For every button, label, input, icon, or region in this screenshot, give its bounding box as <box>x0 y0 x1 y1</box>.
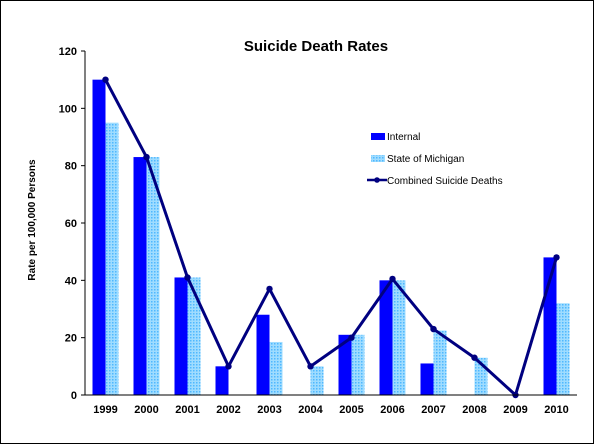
x-tick-label: 2002 <box>216 404 240 416</box>
legend-label-combined: Combined Suicide Deaths <box>387 176 503 187</box>
x-tick-label: 2008 <box>462 404 486 416</box>
legend: Internal State of Michigan Combined Suic… <box>367 132 503 187</box>
x-tick-label: 2004 <box>298 404 323 416</box>
x-tick-label: 2000 <box>134 404 158 416</box>
combined-deaths-point <box>389 275 396 283</box>
legend-marker-combined <box>374 177 380 183</box>
x-tick-label: 2005 <box>339 404 363 416</box>
bar-internal <box>174 277 188 395</box>
bar-state-of-michigan <box>392 280 406 395</box>
bar-state-of-michigan <box>269 341 283 395</box>
y-tick-label: 0 <box>71 390 77 402</box>
x-tick-label: 1999 <box>93 404 117 416</box>
bar-state-of-michigan <box>556 303 570 395</box>
combined-deaths-point <box>430 325 437 333</box>
combined-deaths-point <box>225 363 232 370</box>
y-tick-label: 40 <box>65 275 77 287</box>
combined-deaths-point <box>307 363 314 370</box>
x-tick-label: 2001 <box>175 404 199 416</box>
combined-deaths-point <box>471 354 478 361</box>
y-axis-label: Rate per 100,000 Persons <box>27 159 38 281</box>
y-tick-label: 80 <box>65 161 77 173</box>
bar-internal <box>420 363 434 395</box>
bar-internal <box>379 280 393 395</box>
x-tick-label: 2009 <box>503 404 527 416</box>
y-tick-label: 60 <box>65 218 77 230</box>
x-tick-label: 2006 <box>380 404 404 416</box>
y-tick-label: 20 <box>65 333 77 345</box>
x-tick-label: 2010 <box>544 404 568 416</box>
combined-deaths-point <box>184 274 191 281</box>
x-tick-label: 2007 <box>421 404 445 416</box>
bar-state-of-michigan <box>433 330 447 395</box>
combined-deaths-point <box>553 254 560 261</box>
chart-title: Suicide Death Rates <box>244 38 388 55</box>
bar-internal <box>92 79 106 396</box>
bar-internal <box>133 157 147 395</box>
bar-state-of-michigan <box>187 277 201 395</box>
x-tick-label: 2003 <box>257 404 281 416</box>
combined-line-group <box>102 76 560 399</box>
bar-internal <box>338 334 352 395</box>
combined-deaths-point <box>143 153 150 161</box>
combined-deaths-point <box>102 76 109 83</box>
bar-internal <box>256 314 270 395</box>
legend-label-internal: Internal <box>387 132 420 143</box>
y-tick-label: 120 <box>59 46 77 58</box>
bar-state-of-michigan <box>351 334 365 395</box>
bar-state-of-michigan <box>310 366 324 395</box>
combined-deaths-point <box>348 334 355 341</box>
bar-state-of-michigan <box>146 157 160 395</box>
y-ticks-group: 0 20 40 60 80 100 120 <box>59 46 85 402</box>
legend-swatch-internal <box>371 133 385 140</box>
bars-group <box>92 79 570 396</box>
bar-state-of-michigan <box>105 122 119 396</box>
y-tick-label: 100 <box>59 103 77 115</box>
x-ticks-group: 1999 2000 2001 2002 2003 2004 2005 2006 2007 2008… <box>93 404 568 416</box>
legend-swatch-state <box>371 155 385 162</box>
combined-deaths-point <box>266 285 273 293</box>
legend-label-state: State of Michigan <box>387 154 464 165</box>
combined-deaths-line <box>104 78 558 397</box>
bar-internal <box>215 366 229 395</box>
